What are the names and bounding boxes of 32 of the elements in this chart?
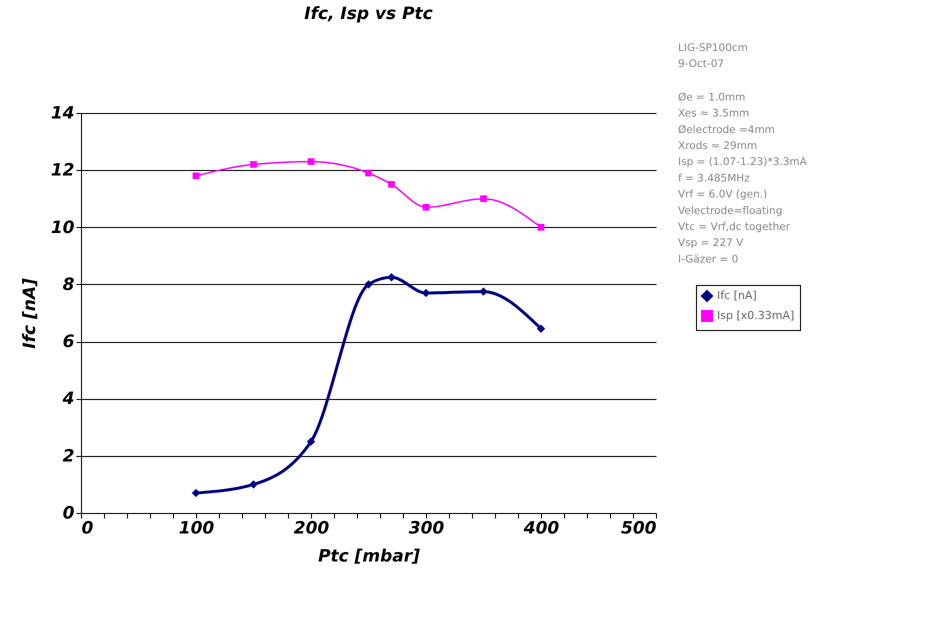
text: Xes ≈ 3.5mm (678, 108, 750, 120)
x-tick-label: 0 (82, 518, 94, 538)
x-tick-label: 100 (178, 518, 214, 538)
text: Isp = (1.07-1.23)*3.3mA (678, 156, 808, 168)
x-tick-label: 300 (408, 518, 444, 538)
x-tick-label: 500 (621, 518, 657, 538)
text: I-Gäzer = 0 (678, 253, 738, 266)
x-axis-title: Ptc [mbar] (318, 546, 420, 566)
text: Velectrode=floating (678, 204, 782, 217)
y-axis-title: Ifc [nA] (20, 278, 40, 349)
text: 9-Oct-07 (678, 58, 724, 70)
x-tick-label: 200 (294, 518, 330, 538)
text: Vrf = 6.0V (gen.) (678, 188, 768, 201)
text: Øe = 1.0mm (678, 91, 746, 104)
text: Xrods ≈ 29mm (678, 140, 758, 152)
legend-label: Isp [x0.33mA] (717, 309, 794, 322)
y-tick-label: 10 (50, 218, 75, 238)
x-tick-label: 400 (522, 518, 560, 538)
y-tick-label: 2 (62, 446, 74, 466)
text: Vsp = 227 V (678, 237, 744, 250)
y-tick-label: 0 (62, 504, 75, 524)
text: f = 3.485MHz (678, 172, 750, 184)
y-tick-label: 8 (62, 274, 75, 295)
y-tick-label: 4 (62, 389, 74, 410)
text: LIG-SP100cm (678, 42, 748, 54)
chart-title: Ifc, Isp vs Ptc (304, 4, 433, 24)
text: Vtc = Vrf,dc together (678, 221, 791, 233)
text: Øelectrode =4mm (678, 124, 775, 136)
y-tick-label: 14 (50, 104, 74, 124)
y-tick-label: 6 (62, 332, 75, 352)
legend-label: Ifc [nA] (717, 289, 757, 302)
y-tick-label: 12 (50, 160, 74, 181)
